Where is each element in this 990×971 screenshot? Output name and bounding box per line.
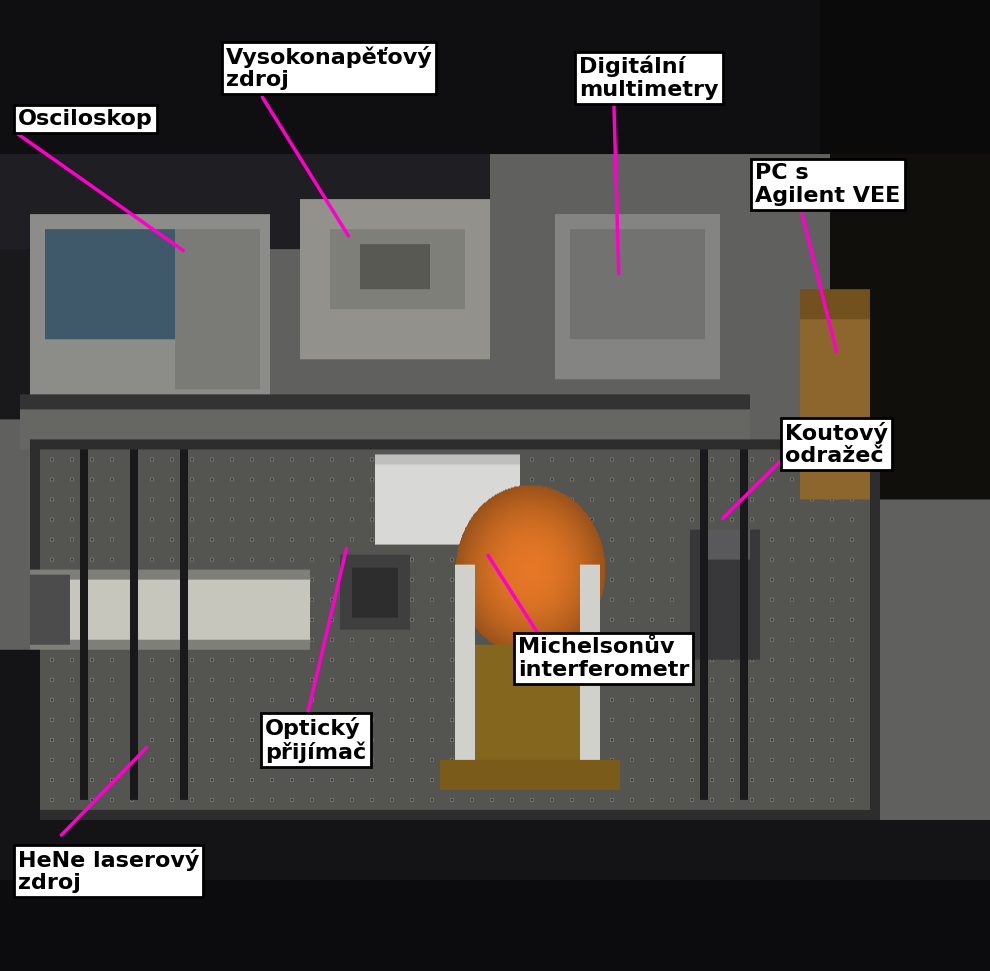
Text: Digitální
multimetry: Digitální multimetry — [579, 55, 719, 100]
Text: Optický
přijímač: Optický přijímač — [265, 717, 366, 763]
Text: Osciloskop: Osciloskop — [18, 110, 152, 129]
Text: Koutový
odražeč: Koutový odražeč — [785, 421, 888, 466]
Text: HeNe laserový
zdroj: HeNe laserový zdroj — [18, 849, 199, 893]
Text: Michelsonův
interferometr: Michelsonův interferometr — [518, 637, 689, 680]
Text: PC s
Agilent VEE: PC s Agilent VEE — [755, 163, 901, 206]
Text: Vysokonapěťový
zdroj: Vysokonapěťový zdroj — [226, 46, 433, 90]
